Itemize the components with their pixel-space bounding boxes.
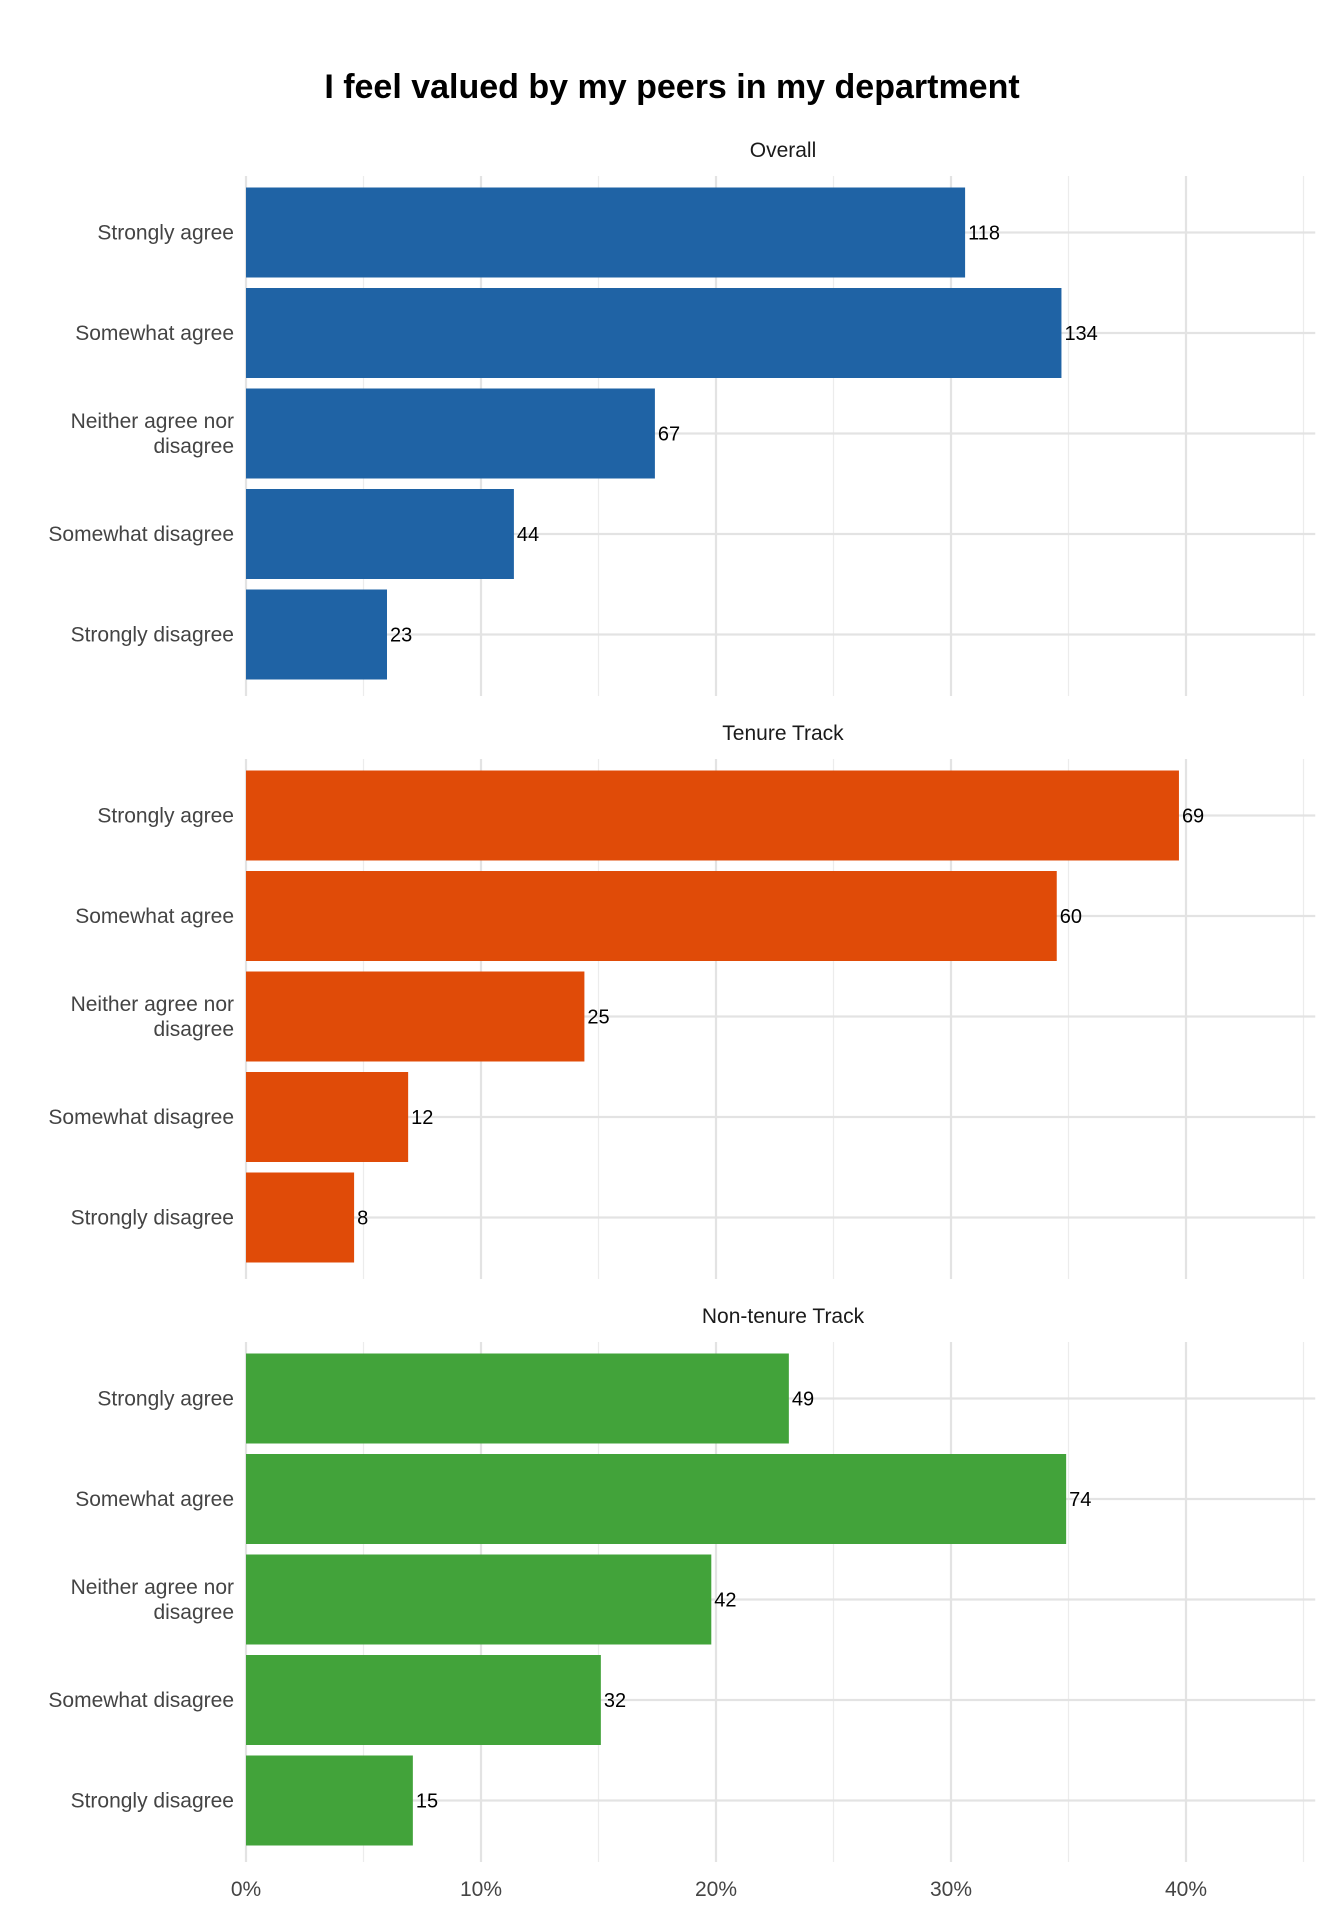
category-label: Strongly agree	[97, 1388, 234, 1411]
category-label-line: Somewhat disagree	[48, 523, 234, 546]
category-label-line: Neither agree nor	[71, 410, 234, 433]
category-label: Neither agree nor disagree	[71, 993, 234, 1041]
category-label: Strongly disagree	[71, 1790, 234, 1813]
category-label-line: Somewhat disagree	[48, 1106, 234, 1129]
category-label: Strongly disagree	[71, 624, 234, 647]
category-label-line: disagree	[153, 1018, 234, 1041]
category-label: Somewhat disagree	[48, 1689, 234, 1712]
bar-value-label: 67	[658, 424, 680, 446]
category-label-line: Strongly agree	[97, 222, 234, 245]
bar-value-label: 44	[517, 524, 539, 546]
bar	[246, 871, 1057, 961]
bar	[246, 1072, 409, 1162]
bar-value-label: 69	[1182, 806, 1204, 828]
category-label-line: Strongly disagree	[71, 1790, 234, 1813]
x-tick-label: 20%	[695, 1878, 737, 1901]
category-label: Somewhat disagree	[48, 1106, 234, 1129]
bar-value-label: 32	[604, 1690, 626, 1712]
category-label-line: disagree	[153, 1601, 234, 1624]
category-label: Somewhat agree	[75, 905, 234, 928]
category-label-line: Neither agree nor	[71, 993, 234, 1016]
bar	[246, 288, 1062, 378]
x-tick-label: 40%	[1165, 1878, 1207, 1901]
category-label-line: Somewhat agree	[75, 1488, 234, 1511]
category-label: Neither agree nor disagree	[71, 1576, 234, 1624]
category-label-line: Somewhat agree	[75, 905, 234, 928]
bar	[246, 1353, 789, 1444]
panel-title: Tenure Track	[722, 722, 844, 745]
bar-value-label: 23	[390, 625, 412, 647]
bar-value-label: 74	[1069, 1489, 1091, 1511]
x-tick-label: 0%	[231, 1878, 261, 1901]
bar	[246, 187, 966, 278]
bar-value-label: 8	[357, 1208, 368, 1230]
category-label-line: Strongly disagree	[71, 1207, 234, 1230]
bar	[246, 971, 585, 1062]
category-label-line: Somewhat disagree	[48, 1689, 234, 1712]
bar-value-label: 42	[714, 1590, 736, 1612]
category-label: Strongly disagree	[71, 1207, 234, 1230]
category-label-line: Somewhat agree	[75, 322, 234, 345]
bar	[246, 589, 387, 680]
bar-value-label: 49	[792, 1389, 814, 1411]
bar	[246, 1554, 712, 1645]
x-tick-label: 10%	[460, 1878, 502, 1901]
panel-title: Overall	[750, 139, 817, 162]
bar	[246, 489, 514, 579]
bar	[246, 1172, 355, 1263]
chart-title: I feel valued by my peers in my departme…	[324, 68, 1020, 106]
bar-value-label: 60	[1060, 906, 1082, 928]
bar	[246, 1755, 413, 1846]
bar-value-label: 118	[968, 223, 1000, 245]
panel-title: Non-tenure Track	[702, 1305, 865, 1328]
category-label-line: Strongly agree	[97, 805, 234, 828]
category-label: Somewhat disagree	[48, 523, 234, 546]
category-label: Somewhat agree	[75, 322, 234, 345]
category-label: Somewhat agree	[75, 1488, 234, 1511]
category-label: Strongly agree	[97, 222, 234, 245]
category-label: Strongly agree	[97, 805, 234, 828]
bar-value-label: 25	[587, 1007, 609, 1029]
category-label-line: Strongly agree	[97, 1388, 234, 1411]
category-label: Neither agree nor disagree	[71, 410, 234, 458]
bar	[246, 388, 655, 479]
bar	[246, 1655, 601, 1745]
category-label-line: Strongly disagree	[71, 624, 234, 647]
category-label-line: disagree	[153, 435, 234, 458]
bar-value-label: 134	[1064, 323, 1097, 345]
x-tick-label: 30%	[930, 1878, 972, 1901]
bar-value-label: 12	[411, 1107, 433, 1129]
bar	[246, 770, 1179, 861]
bar-value-label: 15	[416, 1791, 438, 1813]
category-label-line: Neither agree nor	[71, 1576, 234, 1599]
bar	[246, 1454, 1067, 1544]
